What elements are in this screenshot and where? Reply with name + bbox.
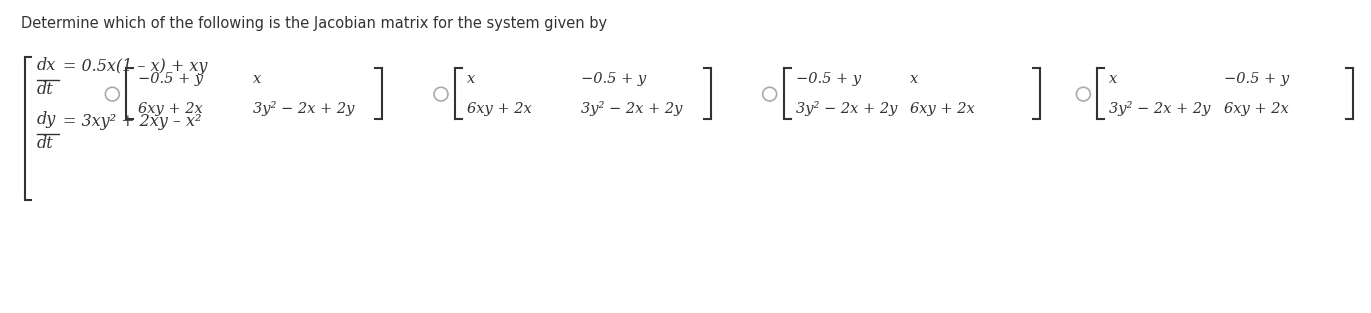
Text: 6xy + 2x: 6xy + 2x bbox=[138, 102, 203, 116]
Text: −0.5 + y: −0.5 + y bbox=[138, 72, 203, 86]
Text: 6xy + 2x: 6xy + 2x bbox=[1224, 102, 1289, 116]
Text: −0.5 + y: −0.5 + y bbox=[795, 72, 861, 86]
Text: dy: dy bbox=[37, 111, 56, 128]
Text: 3y² − 2x + 2y: 3y² − 2x + 2y bbox=[581, 101, 683, 116]
Text: 3y² − 2x + 2y: 3y² − 2x + 2y bbox=[252, 101, 354, 116]
Text: dt: dt bbox=[37, 81, 53, 98]
Text: x: x bbox=[468, 72, 476, 86]
Text: dx: dx bbox=[37, 57, 56, 74]
Text: x: x bbox=[1109, 72, 1117, 86]
Text: 3y² − 2x + 2y: 3y² − 2x + 2y bbox=[795, 101, 897, 116]
Text: = 0.5x(1 – x) + xy: = 0.5x(1 – x) + xy bbox=[63, 58, 207, 75]
Text: Determine which of the following is the Jacobian matrix for the system given by: Determine which of the following is the … bbox=[21, 16, 607, 31]
Text: x: x bbox=[252, 72, 260, 86]
Text: dt: dt bbox=[37, 136, 53, 152]
Text: −0.5 + y: −0.5 + y bbox=[1224, 72, 1289, 86]
Text: 3y² − 2x + 2y: 3y² − 2x + 2y bbox=[1109, 101, 1211, 116]
Text: x: x bbox=[910, 72, 919, 86]
Text: 6xy + 2x: 6xy + 2x bbox=[910, 102, 975, 116]
Text: = 3xy² + 2xy – x²: = 3xy² + 2xy – x² bbox=[63, 113, 202, 130]
Text: −0.5 + y: −0.5 + y bbox=[581, 72, 647, 86]
Text: 6xy + 2x: 6xy + 2x bbox=[468, 102, 532, 116]
